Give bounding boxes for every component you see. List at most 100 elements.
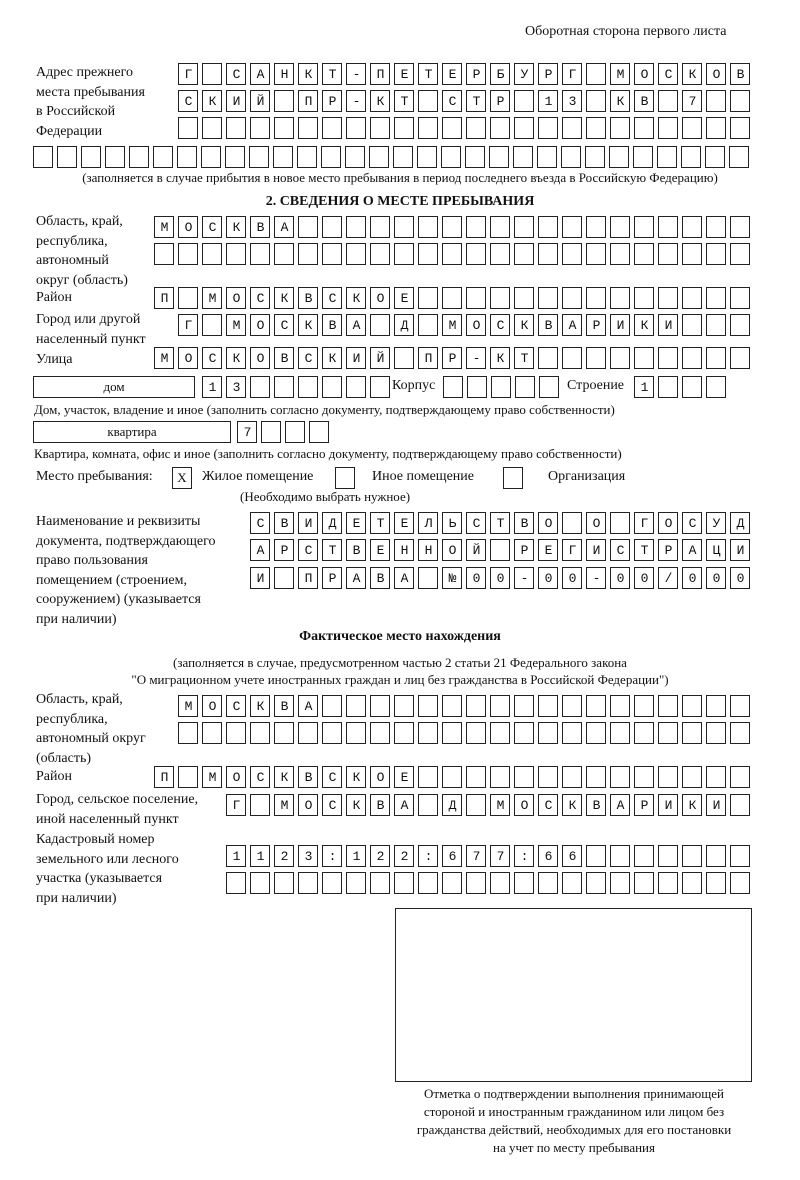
char-cell[interactable] <box>562 695 582 717</box>
char-cell[interactable] <box>634 314 654 336</box>
char-cell[interactable] <box>514 314 534 336</box>
char-cell[interactable] <box>202 63 222 85</box>
char-cell[interactable] <box>442 567 462 589</box>
char-cell[interactable] <box>274 567 294 589</box>
char-cell[interactable] <box>370 287 390 309</box>
char-cell[interactable] <box>538 216 558 238</box>
char-cell[interactable] <box>562 243 582 265</box>
char-cell[interactable] <box>154 243 174 265</box>
char-cell[interactable] <box>466 117 486 139</box>
char-cell[interactable] <box>322 794 342 816</box>
char-cell[interactable] <box>706 722 726 744</box>
char-cell[interactable] <box>514 512 534 534</box>
char-cell[interactable] <box>298 794 318 816</box>
char-cell[interactable] <box>466 347 486 369</box>
char-cell[interactable] <box>682 512 702 534</box>
char-cell[interactable] <box>322 287 342 309</box>
char-cell[interactable] <box>658 347 678 369</box>
char-cell[interactable] <box>202 695 222 717</box>
char-cell[interactable] <box>298 347 318 369</box>
char-cell[interactable] <box>634 376 654 398</box>
char-cell[interactable] <box>178 695 198 717</box>
char-cell[interactable] <box>658 314 678 336</box>
char-cell[interactable] <box>537 146 557 168</box>
char-cell[interactable] <box>298 722 318 744</box>
char-cell[interactable] <box>538 766 558 788</box>
char-cell[interactable] <box>610 766 630 788</box>
char-cell[interactable] <box>730 794 750 816</box>
char-cell[interactable] <box>250 695 270 717</box>
char-cell[interactable] <box>466 243 486 265</box>
char-cell[interactable] <box>274 695 294 717</box>
char-cell[interactable] <box>250 872 270 894</box>
char-cell[interactable] <box>490 216 510 238</box>
char-cell[interactable] <box>730 872 750 894</box>
char-cell[interactable] <box>345 146 365 168</box>
char-cell[interactable] <box>442 695 462 717</box>
char-cell[interactable] <box>586 695 606 717</box>
char-cell[interactable] <box>154 287 174 309</box>
char-cell[interactable] <box>418 216 438 238</box>
char-cell[interactable] <box>514 63 534 85</box>
char-cell[interactable] <box>369 146 389 168</box>
char-cell[interactable] <box>466 845 486 867</box>
char-cell[interactable] <box>634 766 654 788</box>
char-cell[interactable] <box>562 872 582 894</box>
char-cell[interactable] <box>250 63 270 85</box>
char-cell[interactable] <box>394 90 414 112</box>
char-cell[interactable] <box>418 90 438 112</box>
char-cell[interactable] <box>538 117 558 139</box>
char-cell[interactable] <box>370 376 390 398</box>
document-row-2[interactable]: АРСТВЕННОЙ РЕГИСТРАЦИ <box>250 539 750 561</box>
char-cell[interactable] <box>634 695 654 717</box>
char-cell[interactable] <box>346 117 366 139</box>
char-cell[interactable] <box>178 314 198 336</box>
char-cell[interactable] <box>538 845 558 867</box>
char-cell[interactable] <box>274 794 294 816</box>
char-cell[interactable] <box>562 722 582 744</box>
char-cell[interactable] <box>370 243 390 265</box>
char-cell[interactable] <box>538 243 558 265</box>
char-cell[interactable] <box>658 376 678 398</box>
char-cell[interactable] <box>322 695 342 717</box>
char-cell[interactable] <box>682 287 702 309</box>
char-cell[interactable] <box>586 539 606 561</box>
char-cell[interactable] <box>394 216 414 238</box>
char-cell[interactable] <box>178 766 198 788</box>
char-cell[interactable] <box>418 872 438 894</box>
char-cell[interactable] <box>634 347 654 369</box>
char-cell[interactable] <box>562 512 582 534</box>
char-cell[interactable] <box>226 695 246 717</box>
char-cell[interactable] <box>610 567 630 589</box>
char-cell[interactable] <box>418 722 438 744</box>
char-cell[interactable] <box>394 63 414 85</box>
char-cell[interactable] <box>610 117 630 139</box>
char-cell[interactable] <box>682 722 702 744</box>
char-cell[interactable] <box>658 287 678 309</box>
char-cell[interactable] <box>490 845 510 867</box>
char-cell[interactable] <box>261 421 281 443</box>
char-cell[interactable] <box>250 794 270 816</box>
char-cell[interactable] <box>394 539 414 561</box>
char-cell[interactable] <box>346 695 366 717</box>
char-cell[interactable] <box>346 845 366 867</box>
char-cell[interactable] <box>309 421 329 443</box>
char-cell[interactable] <box>418 512 438 534</box>
char-cell[interactable] <box>634 90 654 112</box>
char-cell[interactable] <box>346 766 366 788</box>
other-premises-checkbox[interactable] <box>335 467 355 489</box>
char-cell[interactable] <box>33 146 53 168</box>
region-row-1[interactable]: МОСКВА <box>154 216 750 238</box>
char-cell[interactable] <box>490 794 510 816</box>
char-cell[interactable] <box>730 539 750 561</box>
char-cell[interactable] <box>514 347 534 369</box>
char-cell[interactable] <box>249 146 269 168</box>
char-cell[interactable] <box>706 63 726 85</box>
char-cell[interactable] <box>274 63 294 85</box>
char-cell[interactable] <box>514 845 534 867</box>
char-cell[interactable] <box>682 376 702 398</box>
char-cell[interactable] <box>466 766 486 788</box>
char-cell[interactable] <box>585 146 605 168</box>
char-cell[interactable] <box>418 63 438 85</box>
char-cell[interactable] <box>490 567 510 589</box>
